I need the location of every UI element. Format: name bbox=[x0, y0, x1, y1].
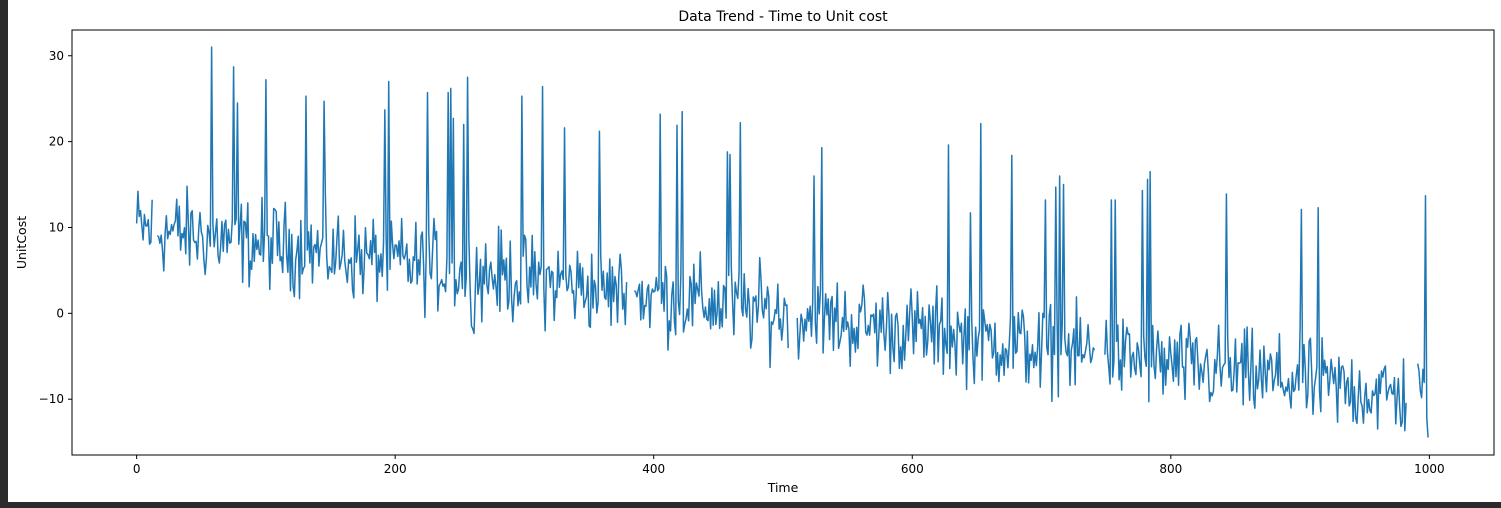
x-tick-label: 600 bbox=[901, 462, 924, 476]
y-tick-label: 30 bbox=[49, 49, 64, 63]
y-tick-label: 0 bbox=[56, 306, 64, 320]
chart-title: Data Trend - Time to Unit cost bbox=[678, 9, 888, 25]
series-line bbox=[135, 46, 1429, 438]
chart-figure: Data Trend - Time to Unit cost 0 200 400 60… bbox=[8, 0, 1501, 502]
x-axis-ticks: 0 200 400 600 800 1000 bbox=[133, 455, 1445, 476]
x-tick-label: 0 bbox=[133, 462, 141, 476]
plot-frame bbox=[71, 29, 1495, 456]
y-axis-ticks: −10 0 10 20 30 bbox=[39, 49, 72, 406]
x-axis-title: Time bbox=[767, 480, 799, 495]
x-tick-label: 800 bbox=[1159, 462, 1182, 476]
x-tick-label: 400 bbox=[642, 462, 665, 476]
x-tick-label: 200 bbox=[384, 462, 407, 476]
chart-svg: Data Trend - Time to Unit cost 0 200 400 60… bbox=[14, 9, 1495, 495]
x-tick-label: 1000 bbox=[1414, 462, 1445, 476]
y-axis-title: UnitCost bbox=[14, 216, 29, 269]
y-tick-label: 10 bbox=[49, 220, 64, 234]
plot-line-layer bbox=[135, 46, 1429, 438]
y-tick-label: −10 bbox=[39, 392, 64, 406]
y-tick-label: 20 bbox=[49, 135, 64, 149]
